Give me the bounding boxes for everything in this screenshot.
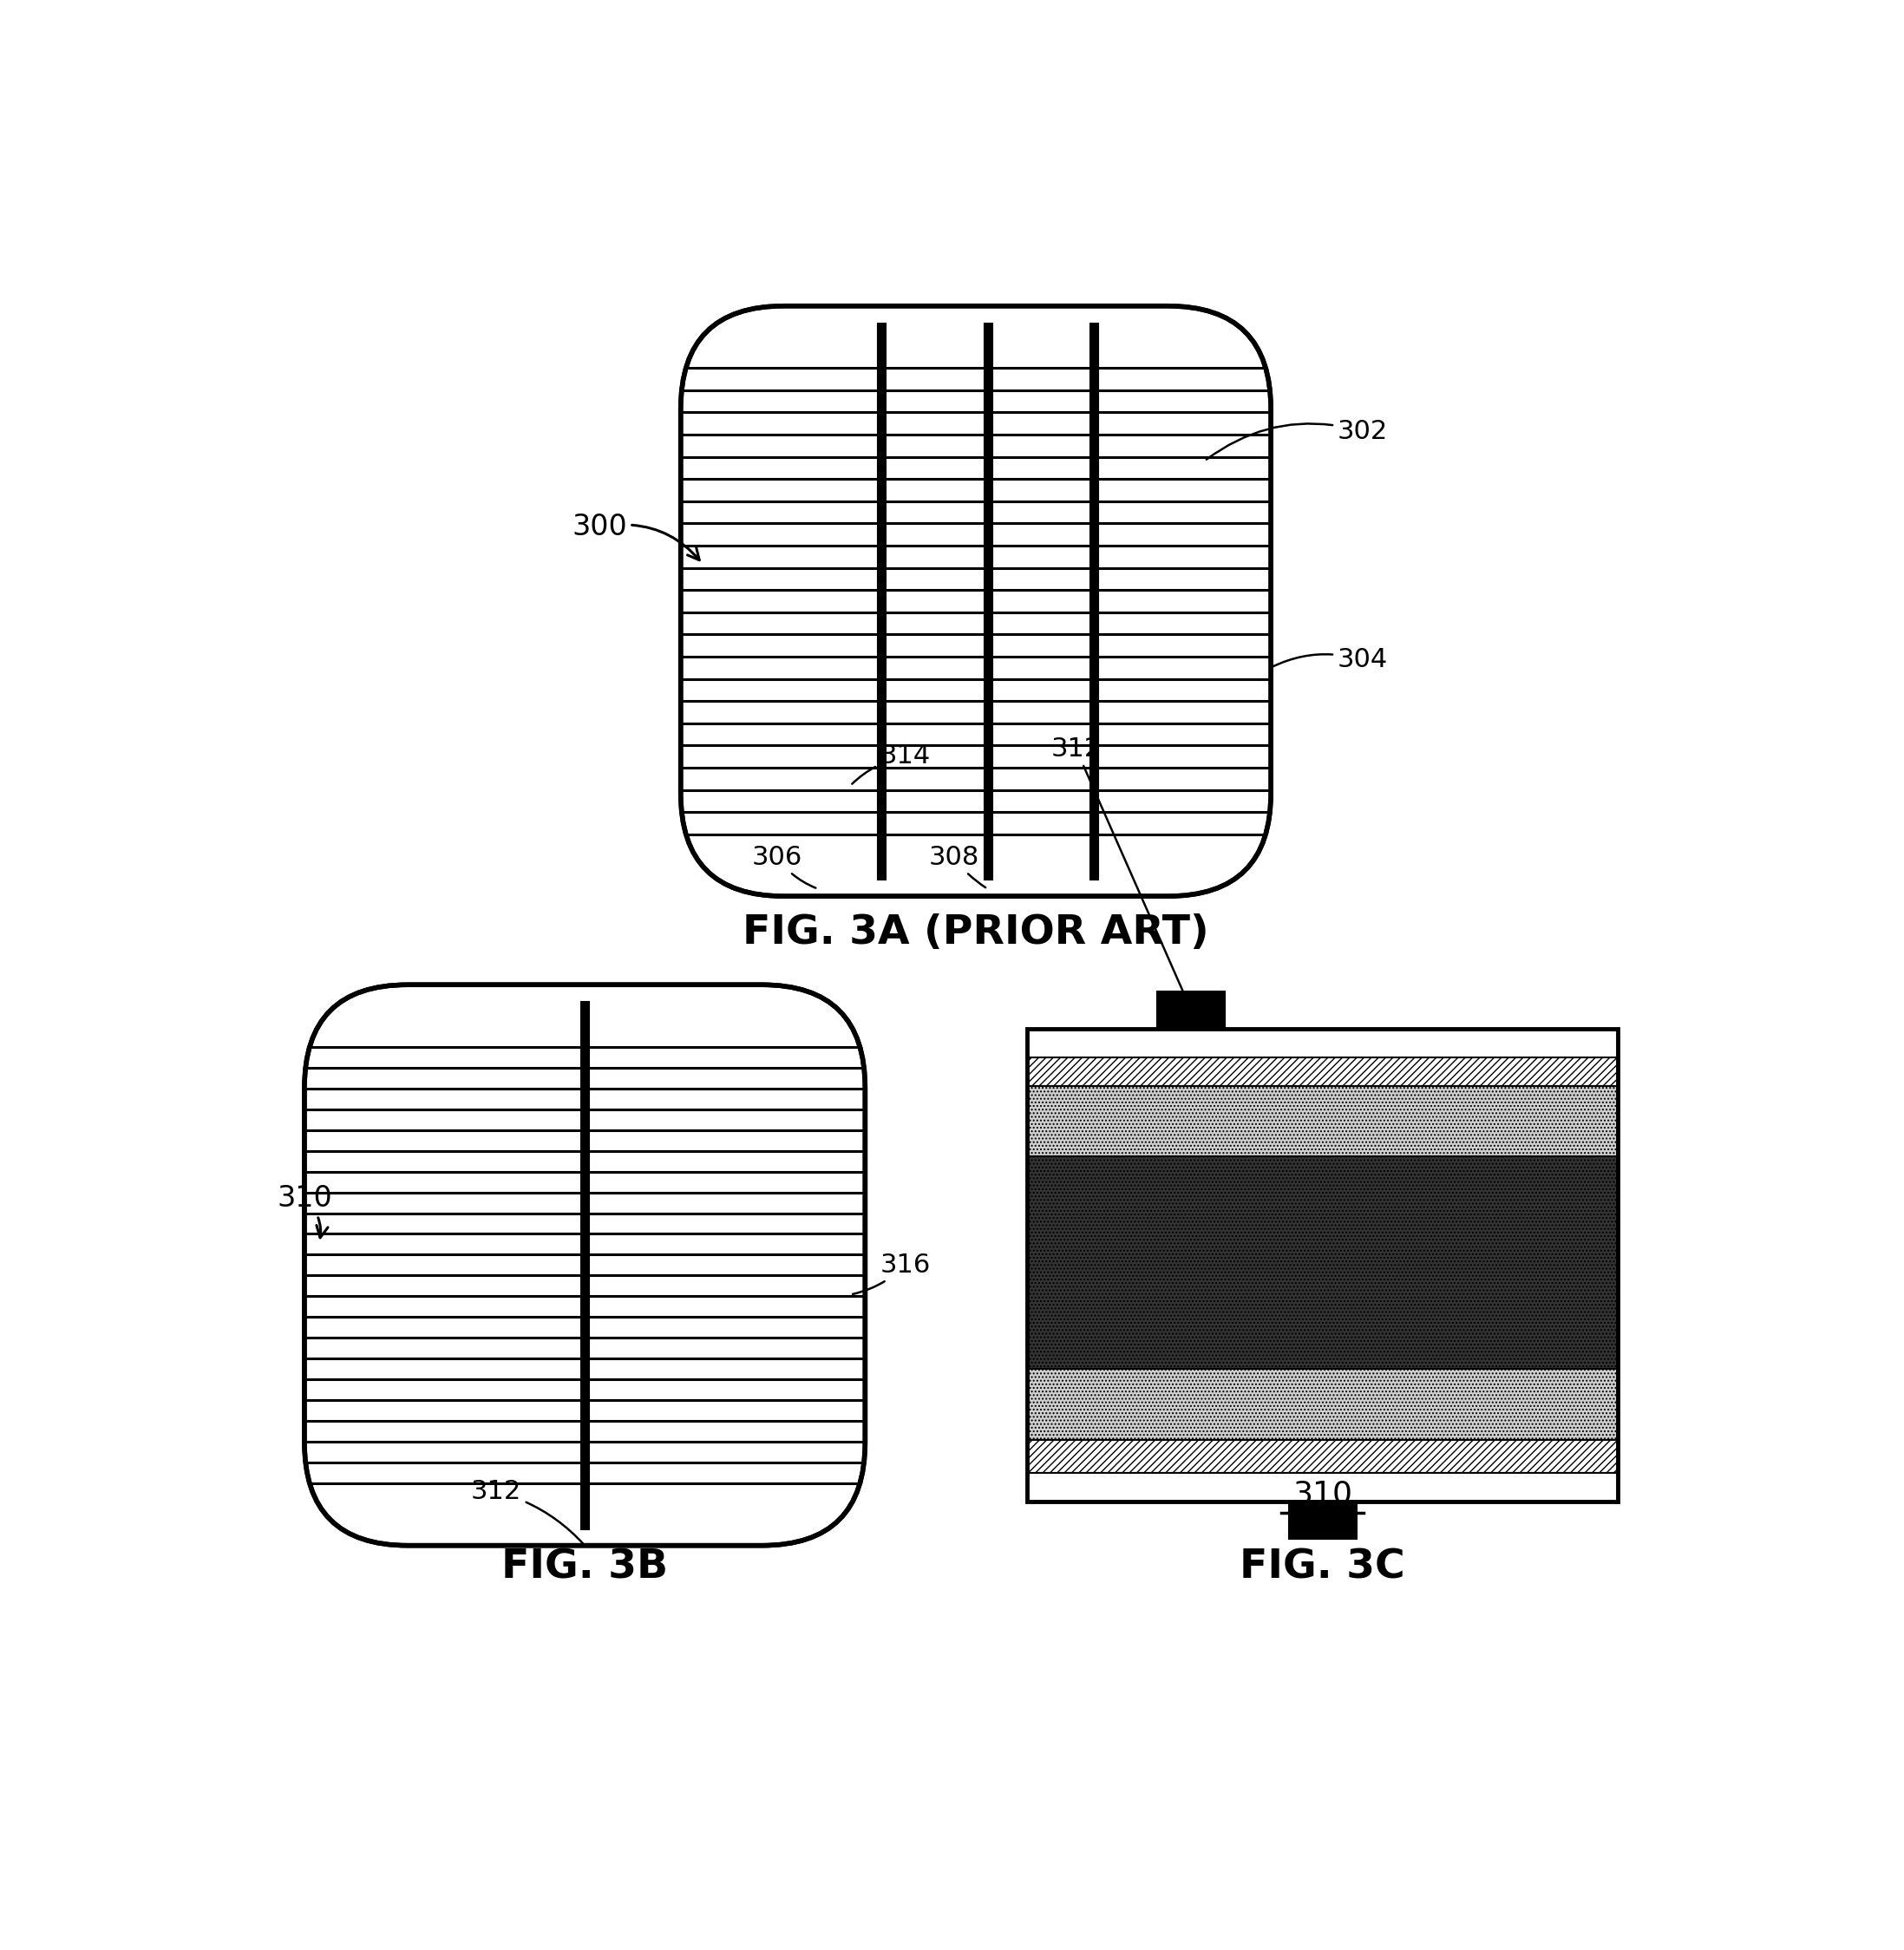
Bar [1028, 1057, 1618, 1086]
Text: 302: 302 [1207, 419, 1388, 460]
Text: 304: 304 [1274, 647, 1388, 673]
Text: 300: 300 [571, 513, 699, 560]
Text: FIG. 3B: FIG. 3B [501, 1548, 668, 1587]
Bar [1158, 991, 1224, 1030]
Bar [1028, 1030, 1618, 1502]
Text: 310: 310 [1293, 1480, 1352, 1509]
FancyBboxPatch shape [305, 985, 864, 1546]
Text: FIG. 3C: FIG. 3C [1240, 1548, 1405, 1587]
Bar [1028, 1439, 1618, 1472]
Text: 312: 312 [470, 1480, 583, 1544]
Text: 308: 308 [929, 844, 986, 887]
Text: 314: 314 [853, 743, 931, 784]
Bar [1028, 1369, 1618, 1439]
Bar [1289, 1502, 1356, 1539]
Text: 316: 316 [853, 1252, 931, 1295]
Bar [1028, 1156, 1618, 1369]
Bar [1028, 1086, 1618, 1156]
Text: 310: 310 [276, 1184, 331, 1238]
Text: 312: 312 [1051, 735, 1190, 1008]
Text: 306: 306 [752, 844, 815, 887]
Text: FIG. 3A (PRIOR ART): FIG. 3A (PRIOR ART) [743, 915, 1209, 954]
FancyBboxPatch shape [682, 306, 1272, 897]
Bar [1028, 1472, 1618, 1502]
